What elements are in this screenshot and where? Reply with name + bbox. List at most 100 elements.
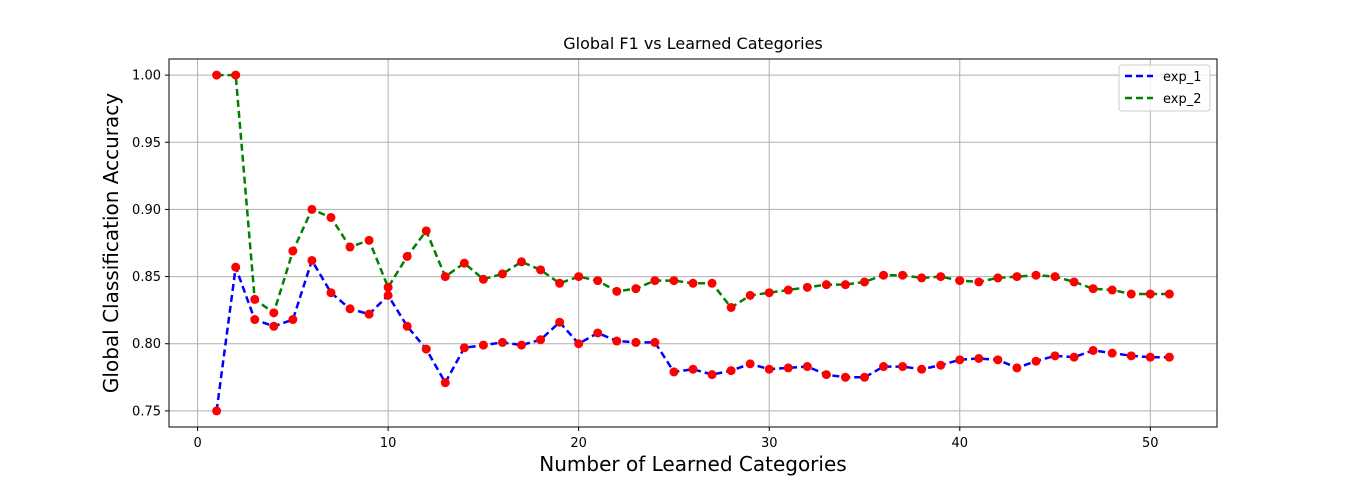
data-point-exp_2 bbox=[707, 278, 717, 288]
data-point-exp_2 bbox=[1107, 285, 1117, 295]
data-point-exp_2 bbox=[1012, 272, 1022, 282]
data-point-exp_1 bbox=[364, 309, 374, 319]
data-point-exp_1 bbox=[1107, 348, 1117, 358]
data-point-exp_2 bbox=[898, 270, 908, 280]
data-point-exp_2 bbox=[1164, 289, 1174, 299]
data-point-exp_2 bbox=[345, 242, 355, 252]
data-point-exp_1 bbox=[212, 406, 222, 416]
data-point-exp_2 bbox=[593, 276, 603, 286]
data-point-exp_2 bbox=[459, 258, 469, 268]
data-point-exp_2 bbox=[421, 226, 431, 236]
data-point-exp_1 bbox=[898, 362, 908, 372]
data-point-exp_1 bbox=[250, 315, 260, 325]
data-point-exp_2 bbox=[307, 204, 317, 214]
y-tick-label: 0.95 bbox=[132, 136, 161, 151]
data-point-exp_1 bbox=[840, 372, 850, 382]
legend: exp_1 exp_2 bbox=[1118, 64, 1211, 112]
data-point-exp_2 bbox=[402, 251, 412, 261]
data-point-exp_1 bbox=[726, 366, 736, 376]
data-point-exp_2 bbox=[669, 276, 679, 286]
data-point-exp_1 bbox=[574, 339, 584, 349]
data-point-exp_2 bbox=[726, 302, 736, 312]
legend-label-exp-1: exp_1 bbox=[1163, 70, 1202, 85]
data-point-exp_1 bbox=[555, 317, 565, 327]
data-point-exp_1 bbox=[497, 337, 507, 347]
data-point-exp_2 bbox=[917, 273, 927, 283]
data-point-exp_1 bbox=[936, 360, 946, 370]
data-point-exp_1 bbox=[1126, 351, 1136, 361]
data-point-exp_2 bbox=[612, 286, 622, 296]
data-point-exp_2 bbox=[650, 276, 660, 286]
data-point-exp_2 bbox=[821, 280, 831, 290]
data-point-exp_2 bbox=[536, 265, 546, 275]
data-point-exp_2 bbox=[497, 269, 507, 279]
data-point-exp_1 bbox=[612, 336, 622, 346]
data-point-exp_1 bbox=[1012, 363, 1022, 373]
data-point-exp_1 bbox=[421, 344, 431, 354]
data-point-exp_1 bbox=[688, 364, 698, 374]
y-tick-label: 1.00 bbox=[132, 69, 161, 84]
data-point-exp_1 bbox=[1145, 352, 1155, 362]
data-point-exp_1 bbox=[859, 372, 869, 382]
data-point-exp_1 bbox=[1050, 351, 1060, 361]
data-point-exp_2 bbox=[1126, 289, 1136, 299]
data-point-exp_1 bbox=[745, 359, 755, 369]
data-point-exp_1 bbox=[1088, 345, 1098, 355]
data-point-exp_2 bbox=[936, 272, 946, 282]
chart-title: Global F1 vs Learned Categories bbox=[563, 34, 823, 53]
x-tick-label: 20 bbox=[570, 436, 587, 451]
data-point-exp_1 bbox=[783, 363, 793, 373]
data-point-exp_2 bbox=[764, 288, 774, 298]
data-point-exp_1 bbox=[307, 255, 317, 265]
x-tick-label: 50 bbox=[1142, 436, 1159, 451]
data-point-exp_2 bbox=[840, 280, 850, 290]
data-point-exp_2 bbox=[955, 276, 965, 286]
data-point-exp_1 bbox=[1164, 352, 1174, 362]
x-tick-label: 10 bbox=[380, 436, 397, 451]
data-point-exp_2 bbox=[383, 282, 393, 292]
data-point-exp_1 bbox=[383, 290, 393, 300]
data-point-exp_1 bbox=[478, 340, 488, 350]
data-point-exp_1 bbox=[669, 367, 679, 377]
axis-ticks: 0 10 20 30 40 50 0.75 0.80 0.85 0.90 0.95 1.00 bbox=[132, 69, 1159, 451]
data-point-exp_2 bbox=[250, 294, 260, 304]
data-point-exp_2 bbox=[783, 285, 793, 295]
data-point-exp_2 bbox=[326, 212, 336, 222]
data-point-exp_1 bbox=[993, 355, 1003, 365]
x-tick-label: 40 bbox=[951, 436, 968, 451]
data-point-exp_1 bbox=[974, 354, 984, 364]
data-point-exp_2 bbox=[212, 70, 222, 80]
data-point-exp_1 bbox=[879, 362, 889, 372]
data-point-exp_1 bbox=[345, 304, 355, 314]
data-point-exp_2 bbox=[688, 278, 698, 288]
data-point-exp_2 bbox=[631, 284, 641, 294]
data-point-exp_2 bbox=[440, 272, 450, 282]
data-point-exp_2 bbox=[288, 246, 298, 256]
data-point-exp_2 bbox=[574, 272, 584, 282]
data-point-exp_2 bbox=[517, 257, 527, 267]
data-point-exp_2 bbox=[1031, 270, 1041, 280]
data-point-exp_1 bbox=[231, 262, 241, 272]
data-point-exp_1 bbox=[517, 340, 527, 350]
data-point-exp_1 bbox=[288, 315, 298, 325]
data-point-exp_1 bbox=[650, 337, 660, 347]
grid bbox=[169, 59, 1217, 427]
data-point-exp_1 bbox=[536, 335, 546, 345]
y-tick-label: 0.90 bbox=[132, 203, 161, 218]
data-point-exp_2 bbox=[231, 70, 241, 80]
data-point-exp_1 bbox=[821, 370, 831, 380]
data-point-exp_1 bbox=[764, 364, 774, 374]
y-tick-label: 0.80 bbox=[132, 337, 161, 352]
plot-frame bbox=[168, 58, 1218, 428]
data-point-exp_1 bbox=[1069, 352, 1079, 362]
data-point-exp_2 bbox=[555, 278, 565, 288]
data-point-exp_2 bbox=[974, 277, 984, 287]
data-point-exp_1 bbox=[459, 343, 469, 353]
data-point-exp_2 bbox=[1050, 272, 1060, 282]
x-tick-label: 30 bbox=[761, 436, 778, 451]
data-markers bbox=[212, 70, 1174, 416]
data-point-exp_1 bbox=[440, 378, 450, 388]
y-tick-label: 0.75 bbox=[132, 404, 161, 419]
data-point-exp_2 bbox=[364, 235, 374, 245]
